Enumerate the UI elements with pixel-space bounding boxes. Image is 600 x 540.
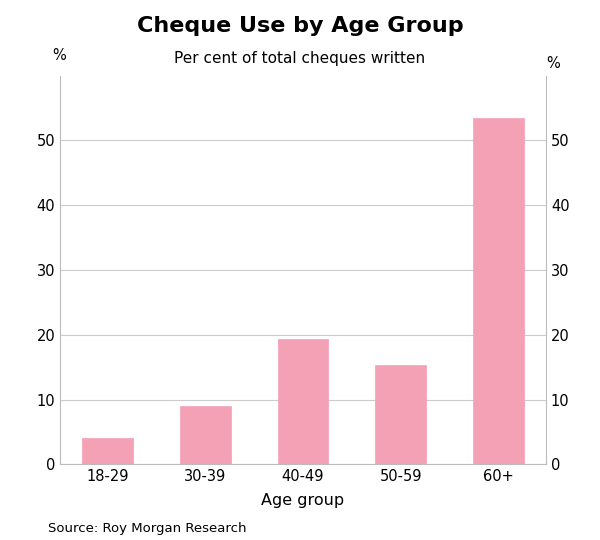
Bar bbox=[82, 438, 133, 464]
Text: Cheque Use by Age Group: Cheque Use by Age Group bbox=[137, 16, 463, 36]
Bar bbox=[473, 118, 524, 464]
Text: Per cent of total cheques written: Per cent of total cheques written bbox=[175, 51, 425, 66]
Bar bbox=[376, 365, 426, 464]
Bar bbox=[180, 406, 230, 464]
X-axis label: Age group: Age group bbox=[262, 492, 344, 508]
Bar bbox=[278, 339, 328, 464]
Text: %: % bbox=[52, 48, 65, 63]
Text: %: % bbox=[546, 56, 560, 71]
Text: Source: Roy Morgan Research: Source: Roy Morgan Research bbox=[48, 522, 247, 535]
